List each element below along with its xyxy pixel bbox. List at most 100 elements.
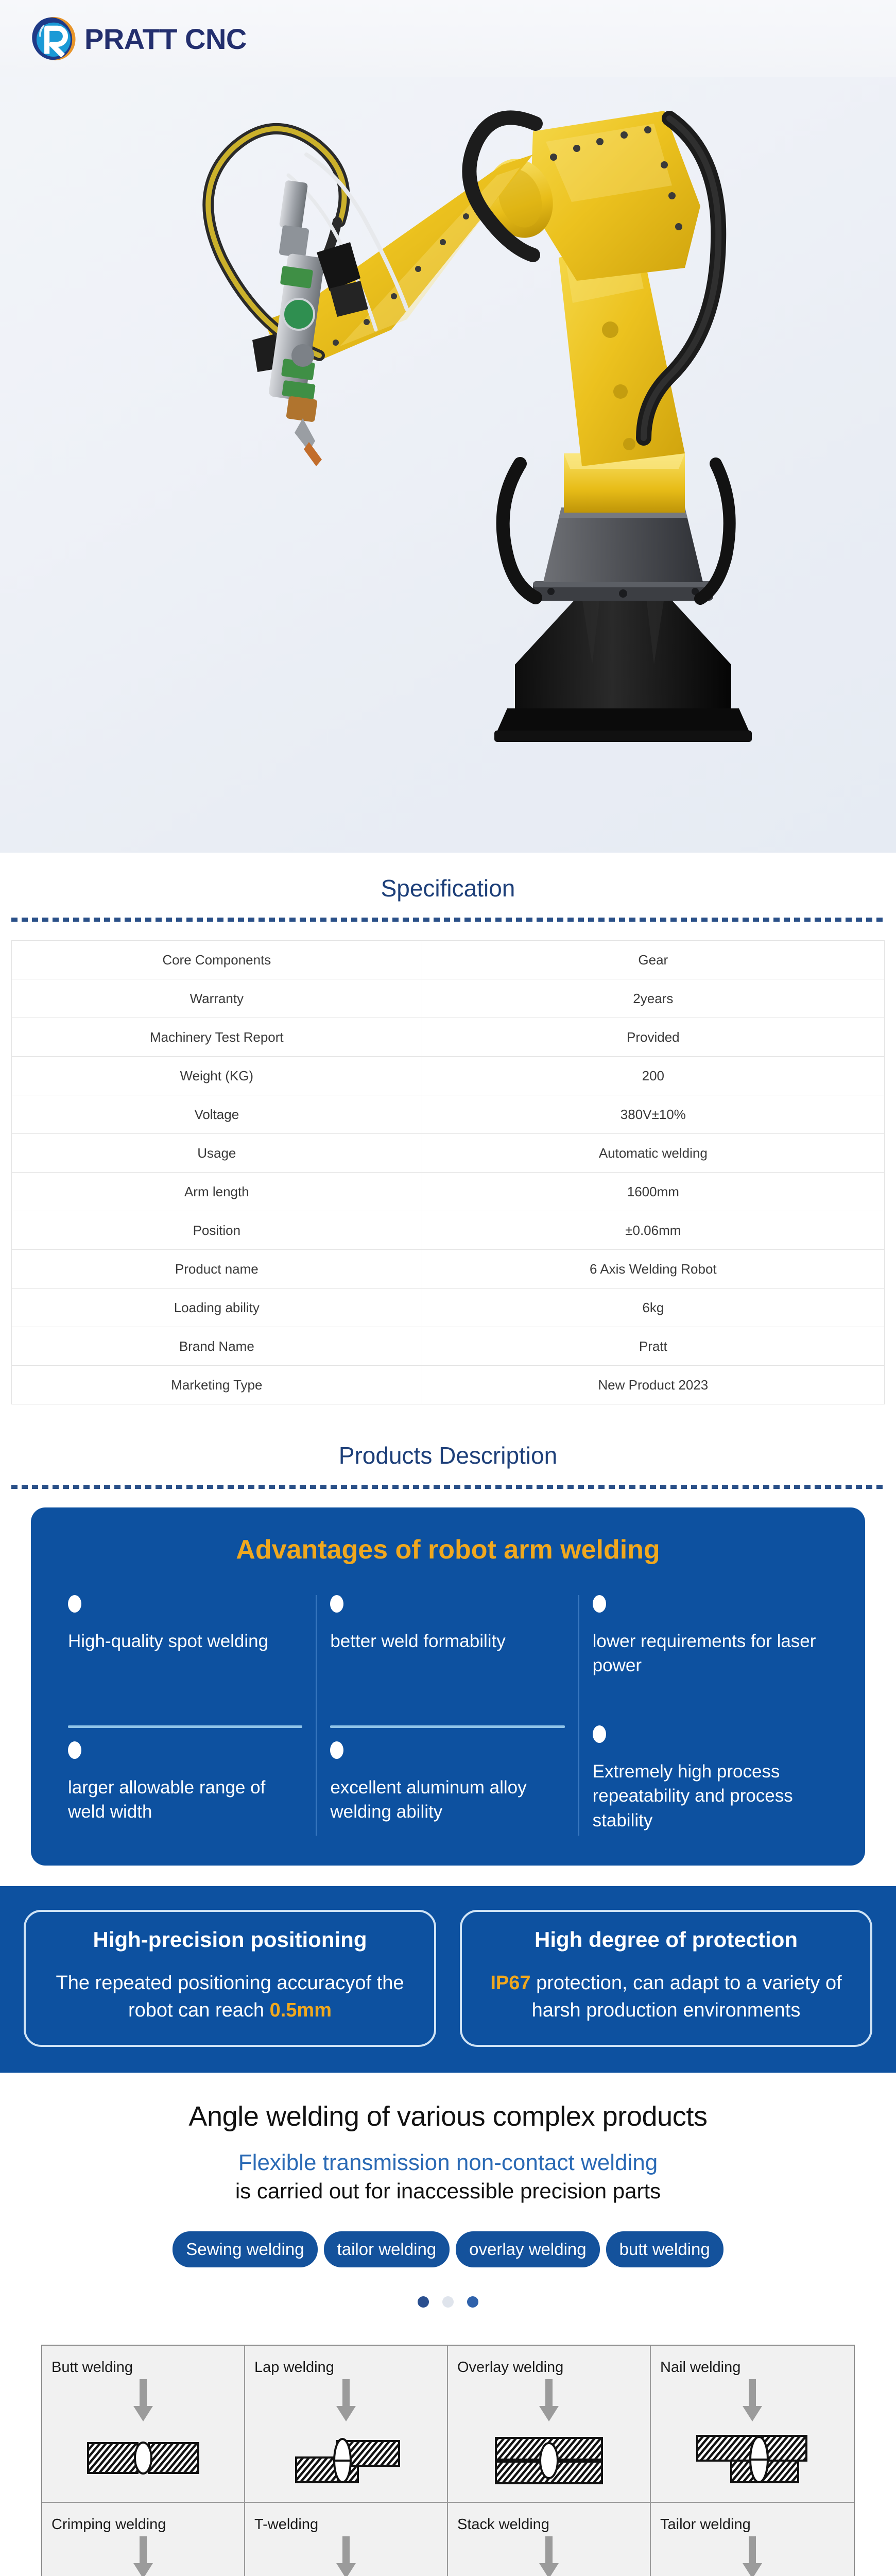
advantage-label: lower requirements for laser power xyxy=(592,1631,816,1676)
spec-value: 6 Axis Welding Robot xyxy=(421,1249,885,1289)
down-arrow-icon xyxy=(336,2536,356,2576)
angle-welding-title: Angle welding of various complex product… xyxy=(188,2101,708,2132)
section-divider xyxy=(11,1485,885,1489)
hero-section: PRATT CNC xyxy=(0,0,896,853)
brand-logo-bar: PRATT CNC xyxy=(0,0,896,77)
spec-value: Provided xyxy=(421,1018,885,1057)
carousel-dot[interactable] xyxy=(467,2296,478,2308)
advantage-item: better weld formability xyxy=(317,1595,579,1706)
advantage-item: lower requirements for laser power xyxy=(579,1595,841,1706)
table-row: Product name 6 Axis Welding Robot xyxy=(11,1249,885,1289)
spec-value: ±0.06mm xyxy=(421,1211,885,1250)
advantages-title: Advantages of robot arm welding xyxy=(236,1535,660,1565)
bullet-dot-icon xyxy=(68,1595,81,1613)
spec-key: Loading ability xyxy=(11,1288,422,1327)
advantage-item: larger allowable range of weld width xyxy=(55,1706,317,1836)
table-row: Position ±0.06mm xyxy=(11,1211,885,1250)
weld-type-diagram xyxy=(51,2379,235,2490)
precision-highlight: 0.5mm xyxy=(269,1999,332,2021)
precision-card-body: IP67 protection, can adapt to a variety … xyxy=(474,1970,858,2024)
weld-type-label: Crimping welding xyxy=(51,2516,166,2533)
weld-types-section: Butt welding Lap welding Overlay welding Na… xyxy=(0,2345,896,2576)
specification-section: Specification Core Components Gear Warrant… xyxy=(0,853,896,1420)
weld-type-cell: Crimping welding xyxy=(42,2503,245,2576)
spec-key: Weight (KG) xyxy=(11,1056,422,1095)
advantage-item: High-quality spot welding xyxy=(55,1595,317,1706)
welding-robot-illustration xyxy=(202,110,752,742)
spec-value: 6kg xyxy=(421,1288,885,1327)
weld-type-label: T-welding xyxy=(254,2516,319,2533)
weld-type-label: Nail welding xyxy=(660,2359,741,2376)
table-row: Weight (KG) 200 xyxy=(11,1056,885,1095)
table-row: Brand Name Pratt xyxy=(11,1327,885,1366)
angle-welding-section: Angle welding of various complex product… xyxy=(0,2073,896,2345)
advantages-grid: High-quality spot welding better weld for… xyxy=(55,1595,841,1836)
carousel-dot[interactable] xyxy=(442,2296,454,2308)
weld-type-diagram xyxy=(457,2379,641,2490)
spec-key: Arm length xyxy=(11,1172,422,1211)
precision-body-before: The repeated positioning accuracyof the … xyxy=(56,1972,404,2021)
spec-value: Automatic welding xyxy=(421,1133,885,1173)
spec-key: Marketing Type xyxy=(11,1365,422,1404)
carousel-dots xyxy=(0,2296,896,2308)
advantage-rule xyxy=(68,1725,303,1728)
specification-heading: Specification xyxy=(381,875,515,902)
precision-body-after: protection, can adapt to a variety of ha… xyxy=(530,1972,842,2021)
section-divider xyxy=(11,918,885,922)
spec-key: Product name xyxy=(11,1249,422,1289)
advantage-label: better weld formability xyxy=(330,1631,506,1651)
spec-value: 1600mm xyxy=(421,1172,885,1211)
weld-type-label: Butt welding xyxy=(51,2359,133,2376)
advantage-item: excellent aluminum alloy welding ability xyxy=(317,1706,579,1836)
down-arrow-icon xyxy=(743,2379,762,2422)
table-row: Machinery Test Report Provided xyxy=(11,1018,885,1057)
welding-type-pill-row: Sewing welding tailor welding overlay weld… xyxy=(0,2231,896,2268)
table-row: Arm length 1600mm xyxy=(11,1172,885,1211)
precision-card-title: High degree of protection xyxy=(534,1927,798,1952)
weld-types-grid: Butt welding Lap welding Overlay welding Na… xyxy=(41,2345,855,2576)
table-row: Marketing Type New Product 2023 xyxy=(11,1365,885,1404)
spec-key: Position xyxy=(11,1211,422,1250)
spec-key: Warranty xyxy=(11,979,422,1018)
down-arrow-icon xyxy=(336,2379,356,2422)
weld-type-diagram xyxy=(660,2379,845,2490)
precision-card: High-precision positioning The repeated p… xyxy=(24,1909,436,2047)
welding-type-pill[interactable]: butt welding xyxy=(606,2231,723,2268)
specification-table: Core Components Gear Warranty 2years Machine… xyxy=(11,940,885,1404)
table-row: Usage Automatic welding xyxy=(11,1133,885,1173)
weld-type-cell: Butt welding xyxy=(42,2346,245,2503)
precision-highlight: IP67 xyxy=(490,1972,531,1994)
carousel-dot[interactable] xyxy=(418,2296,429,2308)
spec-value: New Product 2023 xyxy=(421,1365,885,1404)
advantage-label: excellent aluminum alloy welding ability xyxy=(330,1777,527,1822)
down-arrow-icon xyxy=(133,2379,153,2422)
products-description-heading: Products Description xyxy=(338,1442,558,1469)
precision-card: High degree of protection IP67 protection… xyxy=(460,1909,872,2047)
weld-type-cell: Tailor welding xyxy=(651,2503,854,2576)
spec-value: 380V±10% xyxy=(421,1095,885,1134)
welding-type-pill[interactable]: tailor welding xyxy=(323,2231,450,2268)
spec-key: Machinery Test Report xyxy=(11,1018,422,1057)
weld-type-diagram xyxy=(254,2379,438,2490)
weld-type-cell: Overlay welding xyxy=(448,2346,651,2503)
weld-type-label: Tailor welding xyxy=(660,2516,751,2533)
angle-welding-subtitle-black: is carried out for inaccessible precisio… xyxy=(235,2179,661,2204)
spec-value: 200 xyxy=(421,1056,885,1095)
down-arrow-icon xyxy=(133,2536,153,2576)
advantage-label: Extremely high process repeatability and… xyxy=(592,1761,793,1831)
advantage-label: High-quality spot welding xyxy=(68,1631,269,1651)
welding-type-pill[interactable]: Sewing welding xyxy=(173,2231,318,2268)
weld-type-label: Overlay welding xyxy=(457,2359,564,2376)
precision-banner: High-precision positioning The repeated p… xyxy=(0,1886,896,2073)
down-arrow-icon xyxy=(743,2536,762,2576)
weld-type-diagram xyxy=(254,2536,438,2576)
weld-type-cell: Nail welding xyxy=(651,2346,854,2503)
angle-welding-subtitle-blue: Flexible transmission non-contact weldin… xyxy=(238,2150,658,2176)
precision-card-title: High-precision positioning xyxy=(93,1927,367,1952)
products-description-section: Products Description Advantages of robot… xyxy=(0,1420,896,1866)
weld-type-diagram xyxy=(51,2536,235,2576)
down-arrow-icon xyxy=(539,2379,559,2422)
welding-type-pill[interactable]: overlay welding xyxy=(456,2231,600,2268)
spec-key: Usage xyxy=(11,1133,422,1173)
weld-type-cell: Stack welding xyxy=(448,2503,651,2576)
